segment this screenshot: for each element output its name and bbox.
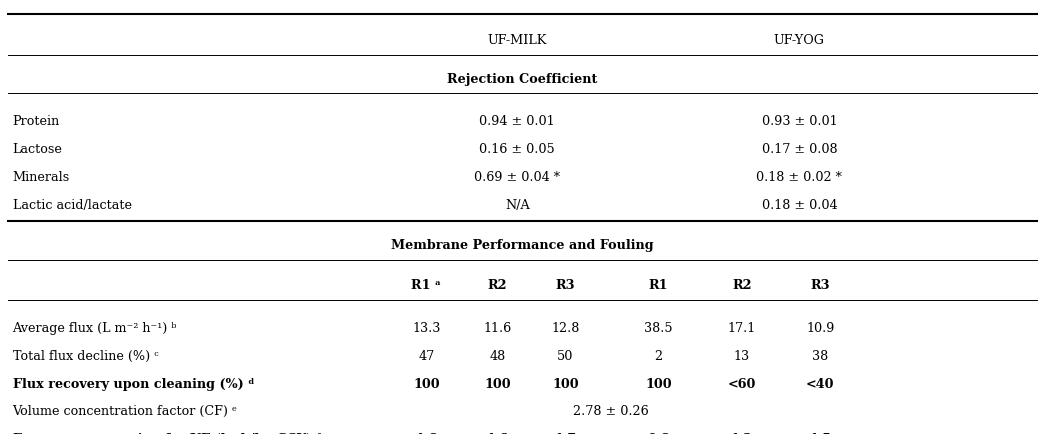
Text: 0.16 ± 0.05: 0.16 ± 0.05	[480, 143, 555, 156]
Text: 100: 100	[413, 377, 440, 390]
Text: 1.5: 1.5	[809, 432, 832, 434]
Text: 0.6: 0.6	[647, 432, 670, 434]
Text: 17.1: 17.1	[727, 321, 757, 334]
Text: Energy consumption for UF (kwh/kg GSY) ᶠ: Energy consumption for UF (kwh/kg GSY) ᶠ	[13, 432, 321, 434]
Text: 100: 100	[484, 377, 511, 390]
Text: 13: 13	[734, 349, 750, 362]
Text: 0.18 ± 0.04: 0.18 ± 0.04	[762, 198, 837, 211]
Text: R2: R2	[733, 279, 751, 292]
Text: Volume concentration factor (CF) ᵉ: Volume concentration factor (CF) ᵉ	[13, 404, 237, 418]
Text: 38.5: 38.5	[644, 321, 673, 334]
Text: Minerals: Minerals	[13, 171, 70, 184]
Text: 48: 48	[489, 349, 506, 362]
Text: R2: R2	[488, 279, 507, 292]
Text: 0.17 ± 0.08: 0.17 ± 0.08	[762, 143, 837, 156]
Text: R1: R1	[649, 279, 668, 292]
Text: 1.6: 1.6	[486, 432, 509, 434]
Text: N/A: N/A	[505, 198, 530, 211]
Text: 2.78 ± 0.26: 2.78 ± 0.26	[574, 404, 649, 418]
Text: 1.6: 1.6	[415, 432, 438, 434]
Text: 100: 100	[645, 377, 672, 390]
Text: Rejection Coefficient: Rejection Coefficient	[447, 72, 598, 85]
Text: 12.8: 12.8	[551, 321, 580, 334]
Text: 0.69 ± 0.04 *: 0.69 ± 0.04 *	[474, 171, 560, 184]
Text: UF-YOG: UF-YOG	[774, 34, 825, 47]
Text: Flux recovery upon cleaning (%) ᵈ: Flux recovery upon cleaning (%) ᵈ	[13, 377, 254, 390]
Text: 1.2: 1.2	[730, 432, 753, 434]
Text: 50: 50	[557, 349, 574, 362]
Text: Lactose: Lactose	[13, 143, 63, 156]
Text: 100: 100	[552, 377, 579, 390]
Text: <40: <40	[806, 377, 835, 390]
Text: Average flux (L m⁻² h⁻¹) ᵇ: Average flux (L m⁻² h⁻¹) ᵇ	[13, 321, 177, 334]
Text: 47: 47	[418, 349, 435, 362]
Text: 2: 2	[654, 349, 663, 362]
Text: 38: 38	[812, 349, 829, 362]
Text: Protein: Protein	[13, 115, 60, 128]
Text: 11.6: 11.6	[483, 321, 512, 334]
Text: Membrane Performance and Fouling: Membrane Performance and Fouling	[391, 239, 654, 252]
Text: 13.3: 13.3	[412, 321, 441, 334]
Text: Lactic acid/lactate: Lactic acid/lactate	[13, 198, 132, 211]
Text: 0.94 ± 0.01: 0.94 ± 0.01	[480, 115, 555, 128]
Text: R3: R3	[811, 279, 830, 292]
Text: 0.93 ± 0.01: 0.93 ± 0.01	[762, 115, 837, 128]
Text: Total flux decline (%) ᶜ: Total flux decline (%) ᶜ	[13, 349, 158, 362]
Text: R3: R3	[556, 279, 575, 292]
Text: 0.18 ± 0.02 *: 0.18 ± 0.02 *	[757, 171, 842, 184]
Text: <60: <60	[727, 377, 757, 390]
Text: UF-MILK: UF-MILK	[488, 34, 547, 47]
Text: 1.7: 1.7	[554, 432, 577, 434]
Text: R1 ᵃ: R1 ᵃ	[412, 279, 441, 292]
Text: 10.9: 10.9	[806, 321, 835, 334]
